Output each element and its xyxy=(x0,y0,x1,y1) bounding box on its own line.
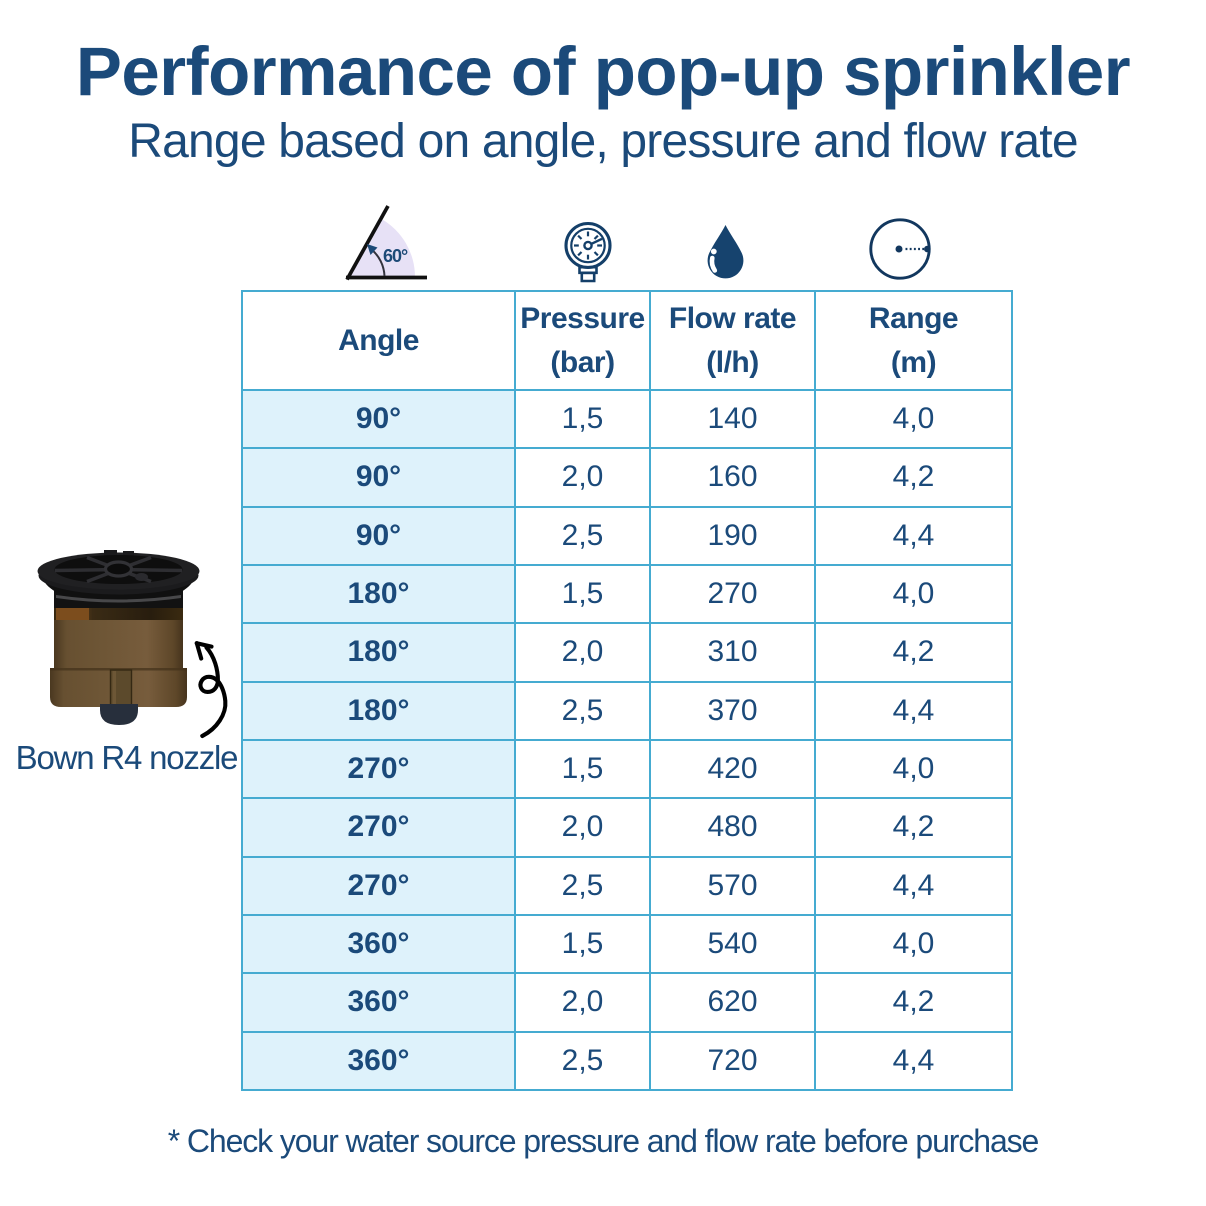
svg-text:60°: 60° xyxy=(383,246,408,266)
